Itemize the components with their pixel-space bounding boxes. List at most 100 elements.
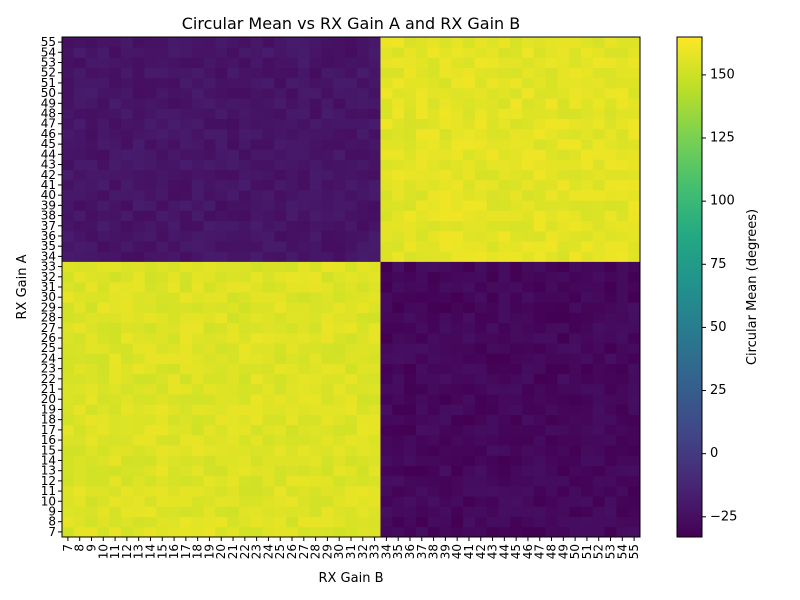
heatmap-cell	[345, 292, 358, 303]
heatmap-cell	[85, 465, 98, 477]
heatmap-cell	[274, 455, 287, 466]
heatmap-cell	[415, 108, 429, 120]
heatmap-cell	[309, 506, 322, 517]
heatmap-cell	[498, 506, 511, 517]
heatmap-cell	[297, 169, 311, 181]
heatmap-cell	[227, 77, 240, 89]
heatmap-cell	[380, 261, 393, 273]
heatmap-cell	[238, 526, 252, 538]
heatmap-cell	[250, 190, 263, 201]
heatmap-cell	[215, 210, 228, 222]
heatmap-cell	[203, 179, 216, 191]
heatmap-cell	[345, 455, 358, 466]
heatmap-cell	[62, 343, 75, 354]
heatmap-cell	[62, 312, 75, 324]
heatmap-cell	[604, 261, 617, 273]
heatmap-cell	[227, 475, 240, 487]
heatmap-cell	[62, 404, 75, 415]
heatmap-cell	[368, 434, 381, 446]
heatmap-cell	[203, 169, 216, 181]
heatmap-cell	[274, 210, 287, 222]
heatmap-cell	[427, 98, 440, 109]
heatmap-cell	[557, 88, 570, 99]
heatmap-cell	[616, 506, 629, 517]
heatmap-cell	[144, 434, 157, 446]
heatmap-cell	[73, 343, 86, 354]
heatmap-cell	[592, 128, 606, 140]
heatmap-cell	[569, 445, 582, 456]
heatmap-cell	[297, 322, 311, 334]
heatmap-cell	[132, 312, 145, 324]
heatmap-cell	[581, 383, 594, 395]
heatmap-cell	[510, 37, 523, 48]
heatmap-cell	[262, 77, 275, 89]
heatmap-cell	[474, 179, 488, 191]
heatmap-cell	[368, 241, 381, 252]
heatmap-cell	[581, 57, 594, 69]
heatmap-cell	[321, 149, 334, 160]
heatmap-cell	[380, 210, 393, 222]
heatmap-cell	[215, 363, 228, 375]
heatmap-cell	[392, 281, 405, 293]
y-tick-label: 18	[41, 413, 56, 427]
heatmap-cell	[168, 220, 181, 232]
heatmap-cell	[73, 179, 86, 191]
x-tick-label: 29	[320, 544, 334, 559]
heatmap-cell	[604, 312, 617, 324]
heatmap-cell	[109, 98, 122, 109]
heatmap-cell	[179, 343, 193, 354]
heatmap-cell	[569, 383, 582, 395]
heatmap-cell	[604, 475, 617, 487]
heatmap-cell	[85, 332, 98, 344]
heatmap-cell	[522, 292, 535, 303]
heatmap-cell	[274, 496, 287, 507]
heatmap-cell	[510, 353, 523, 364]
heatmap-cell	[486, 251, 499, 262]
heatmap-cell	[486, 445, 499, 456]
heatmap-cell	[604, 343, 617, 354]
heatmap-cell	[132, 230, 145, 242]
heatmap-cell	[168, 200, 181, 211]
heatmap-cell	[286, 496, 299, 507]
heatmap-cell	[203, 516, 216, 528]
heatmap-cell	[250, 434, 263, 446]
heatmap-cell	[592, 108, 606, 120]
heatmap-cell	[168, 332, 181, 344]
heatmap-cell	[238, 67, 252, 79]
heatmap-cell	[356, 516, 370, 528]
heatmap-cell	[227, 149, 240, 160]
heatmap-cell	[439, 261, 452, 273]
heatmap-cell	[368, 322, 381, 334]
heatmap-cell	[286, 363, 299, 375]
heatmap-cell	[238, 455, 252, 466]
heatmap-cell	[533, 241, 547, 252]
heatmap-cell	[581, 47, 594, 58]
heatmap-cell	[333, 322, 346, 334]
heatmap-cell	[274, 312, 287, 324]
x-tick-label: 21	[226, 544, 240, 559]
heatmap-cell	[97, 139, 110, 150]
heatmap-cell	[392, 251, 405, 262]
heatmap-cell	[156, 57, 169, 69]
heatmap-cell	[451, 424, 464, 436]
heatmap-cell	[132, 261, 145, 273]
heatmap-cell	[179, 139, 193, 150]
heatmap-cell	[474, 475, 488, 487]
heatmap-cell	[498, 139, 511, 150]
heatmap-cell	[333, 57, 346, 69]
heatmap-cell	[368, 118, 381, 130]
heatmap-cell	[168, 322, 181, 334]
heatmap-cell	[85, 475, 98, 487]
heatmap-cell	[486, 118, 499, 130]
heatmap-cell	[415, 383, 429, 395]
heatmap-cell	[356, 465, 370, 477]
heatmap-cell	[144, 526, 157, 538]
heatmap-cell	[616, 343, 629, 354]
heatmap-cell	[227, 200, 240, 211]
x-tick-label: 9	[84, 544, 98, 552]
heatmap-cell	[592, 424, 606, 436]
heatmap-cell	[510, 394, 523, 405]
heatmap-cell	[309, 179, 322, 191]
heatmap-cell	[545, 465, 558, 477]
heatmap-cell	[132, 302, 145, 313]
